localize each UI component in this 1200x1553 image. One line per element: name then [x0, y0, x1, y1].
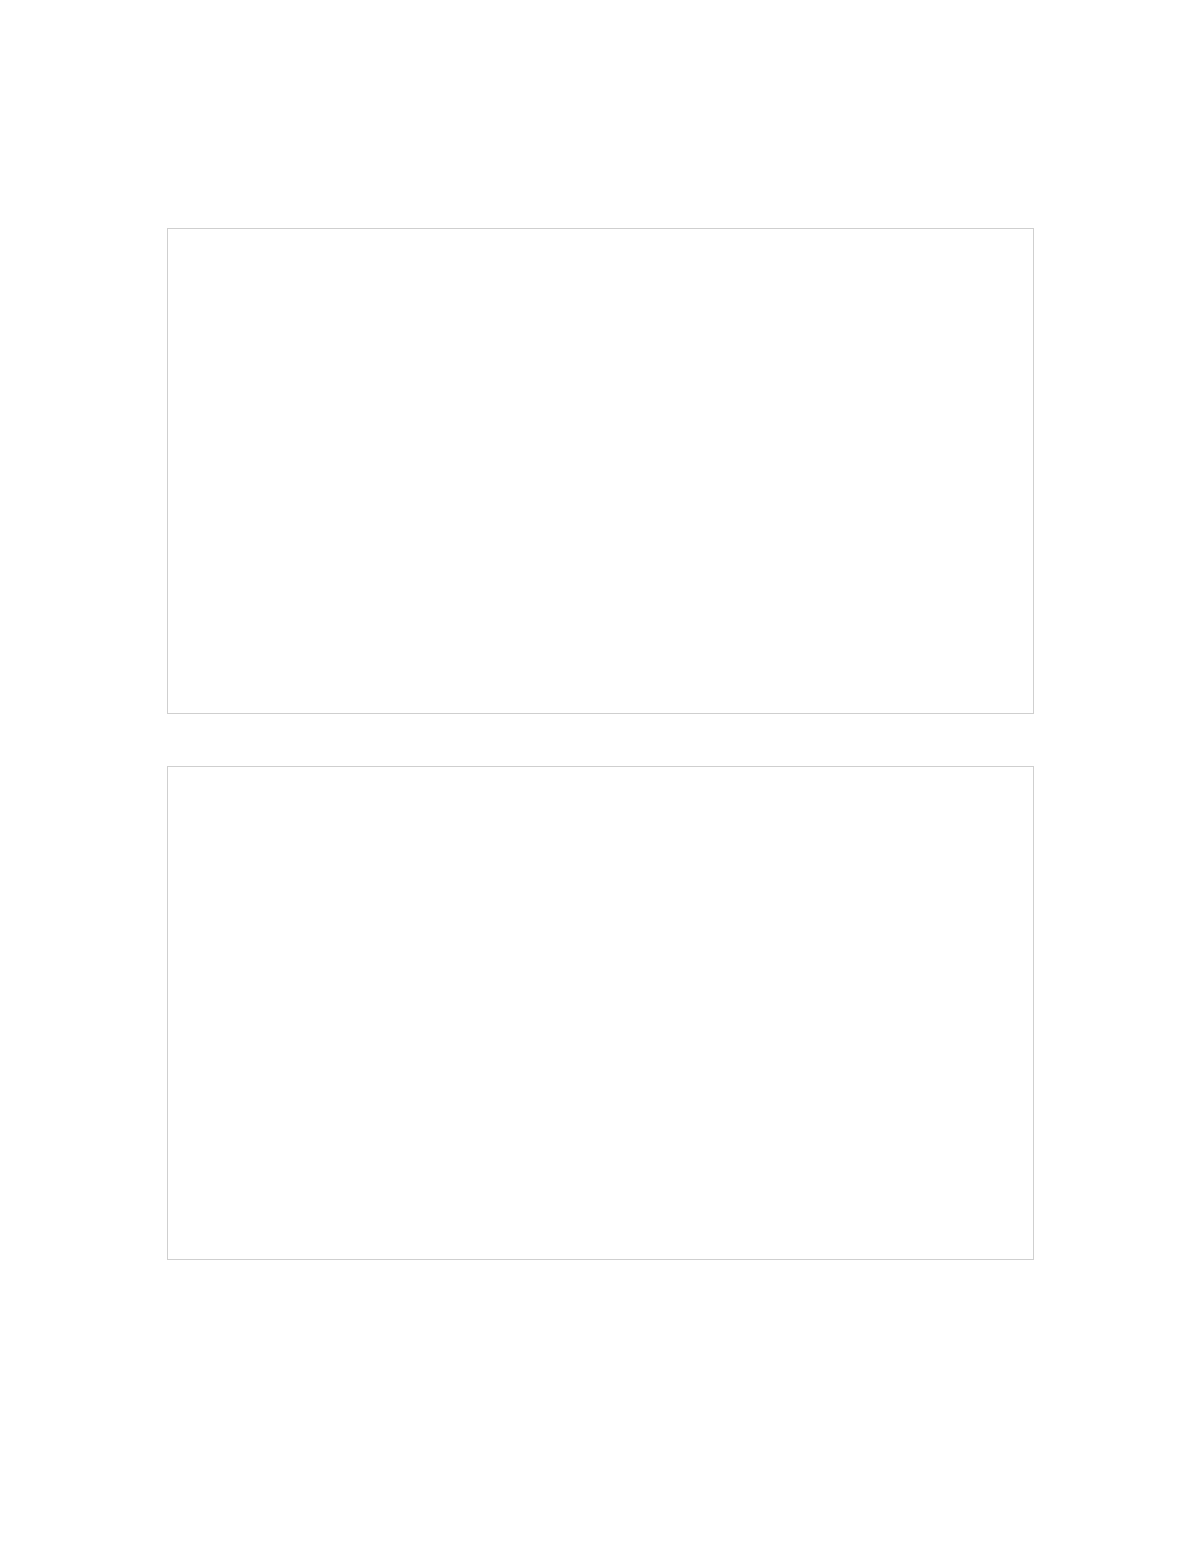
screenshot-capture-1: [167, 228, 1034, 714]
screenshot-capture-2: [167, 766, 1034, 1260]
